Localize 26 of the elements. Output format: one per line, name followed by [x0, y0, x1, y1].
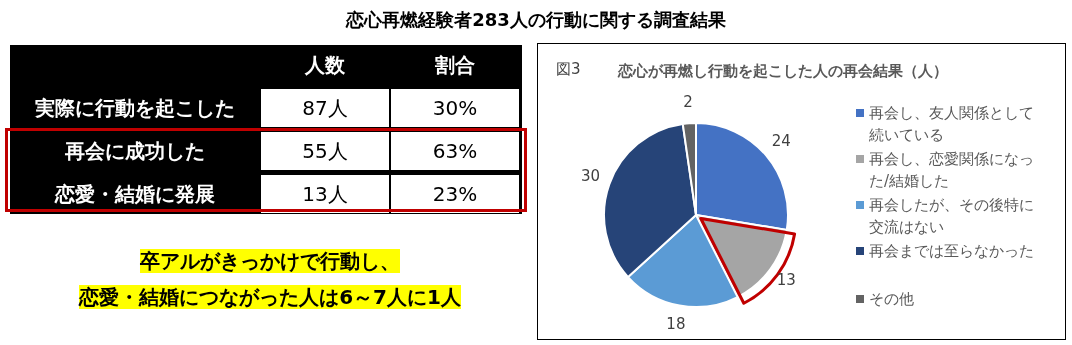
data-label: 23%	[390, 174, 520, 214]
data-label: 24	[771, 132, 791, 151]
data-label: 30	[580, 167, 601, 186]
data-label: 13	[776, 271, 796, 290]
series-label: 割合	[390, 45, 520, 85]
data-label: 13人	[260, 174, 390, 214]
legend-label: 再会までは至らなかった	[869, 241, 1034, 262]
text: 卒アルがきっかけで行動し、	[140, 249, 400, 273]
category-label: 実際に行動を起こした	[10, 88, 260, 128]
data-label: 87人	[260, 88, 390, 128]
data-label: 55人	[260, 131, 390, 171]
data-label: 18	[666, 315, 686, 334]
data-label: 63%	[390, 131, 520, 171]
text: 恋心再燃経験者283人の行動に関する調査結果	[344, 8, 727, 32]
series-label: 人数	[260, 45, 390, 85]
data-label: 30%	[390, 88, 520, 128]
caption: 図3	[556, 60, 581, 79]
chart-title: 恋心が再燃し行動を起こした人の再会結果（人）	[618, 62, 948, 81]
data-label: 2	[683, 93, 693, 112]
category-label: 恋愛・結婚に発展	[10, 174, 260, 214]
legend-label: 再会したが、その後特に交流はない	[869, 195, 1035, 238]
legend-label: その他	[869, 289, 914, 310]
legend-label: 再会し、友人関係として続いている	[869, 103, 1035, 146]
category-label: 再会に成功した	[10, 131, 260, 171]
legend-label: 再会し、恋愛関係になった/結婚した	[869, 149, 1035, 192]
text: 恋愛・結婚につながった人は6～7人に1人	[79, 285, 461, 309]
